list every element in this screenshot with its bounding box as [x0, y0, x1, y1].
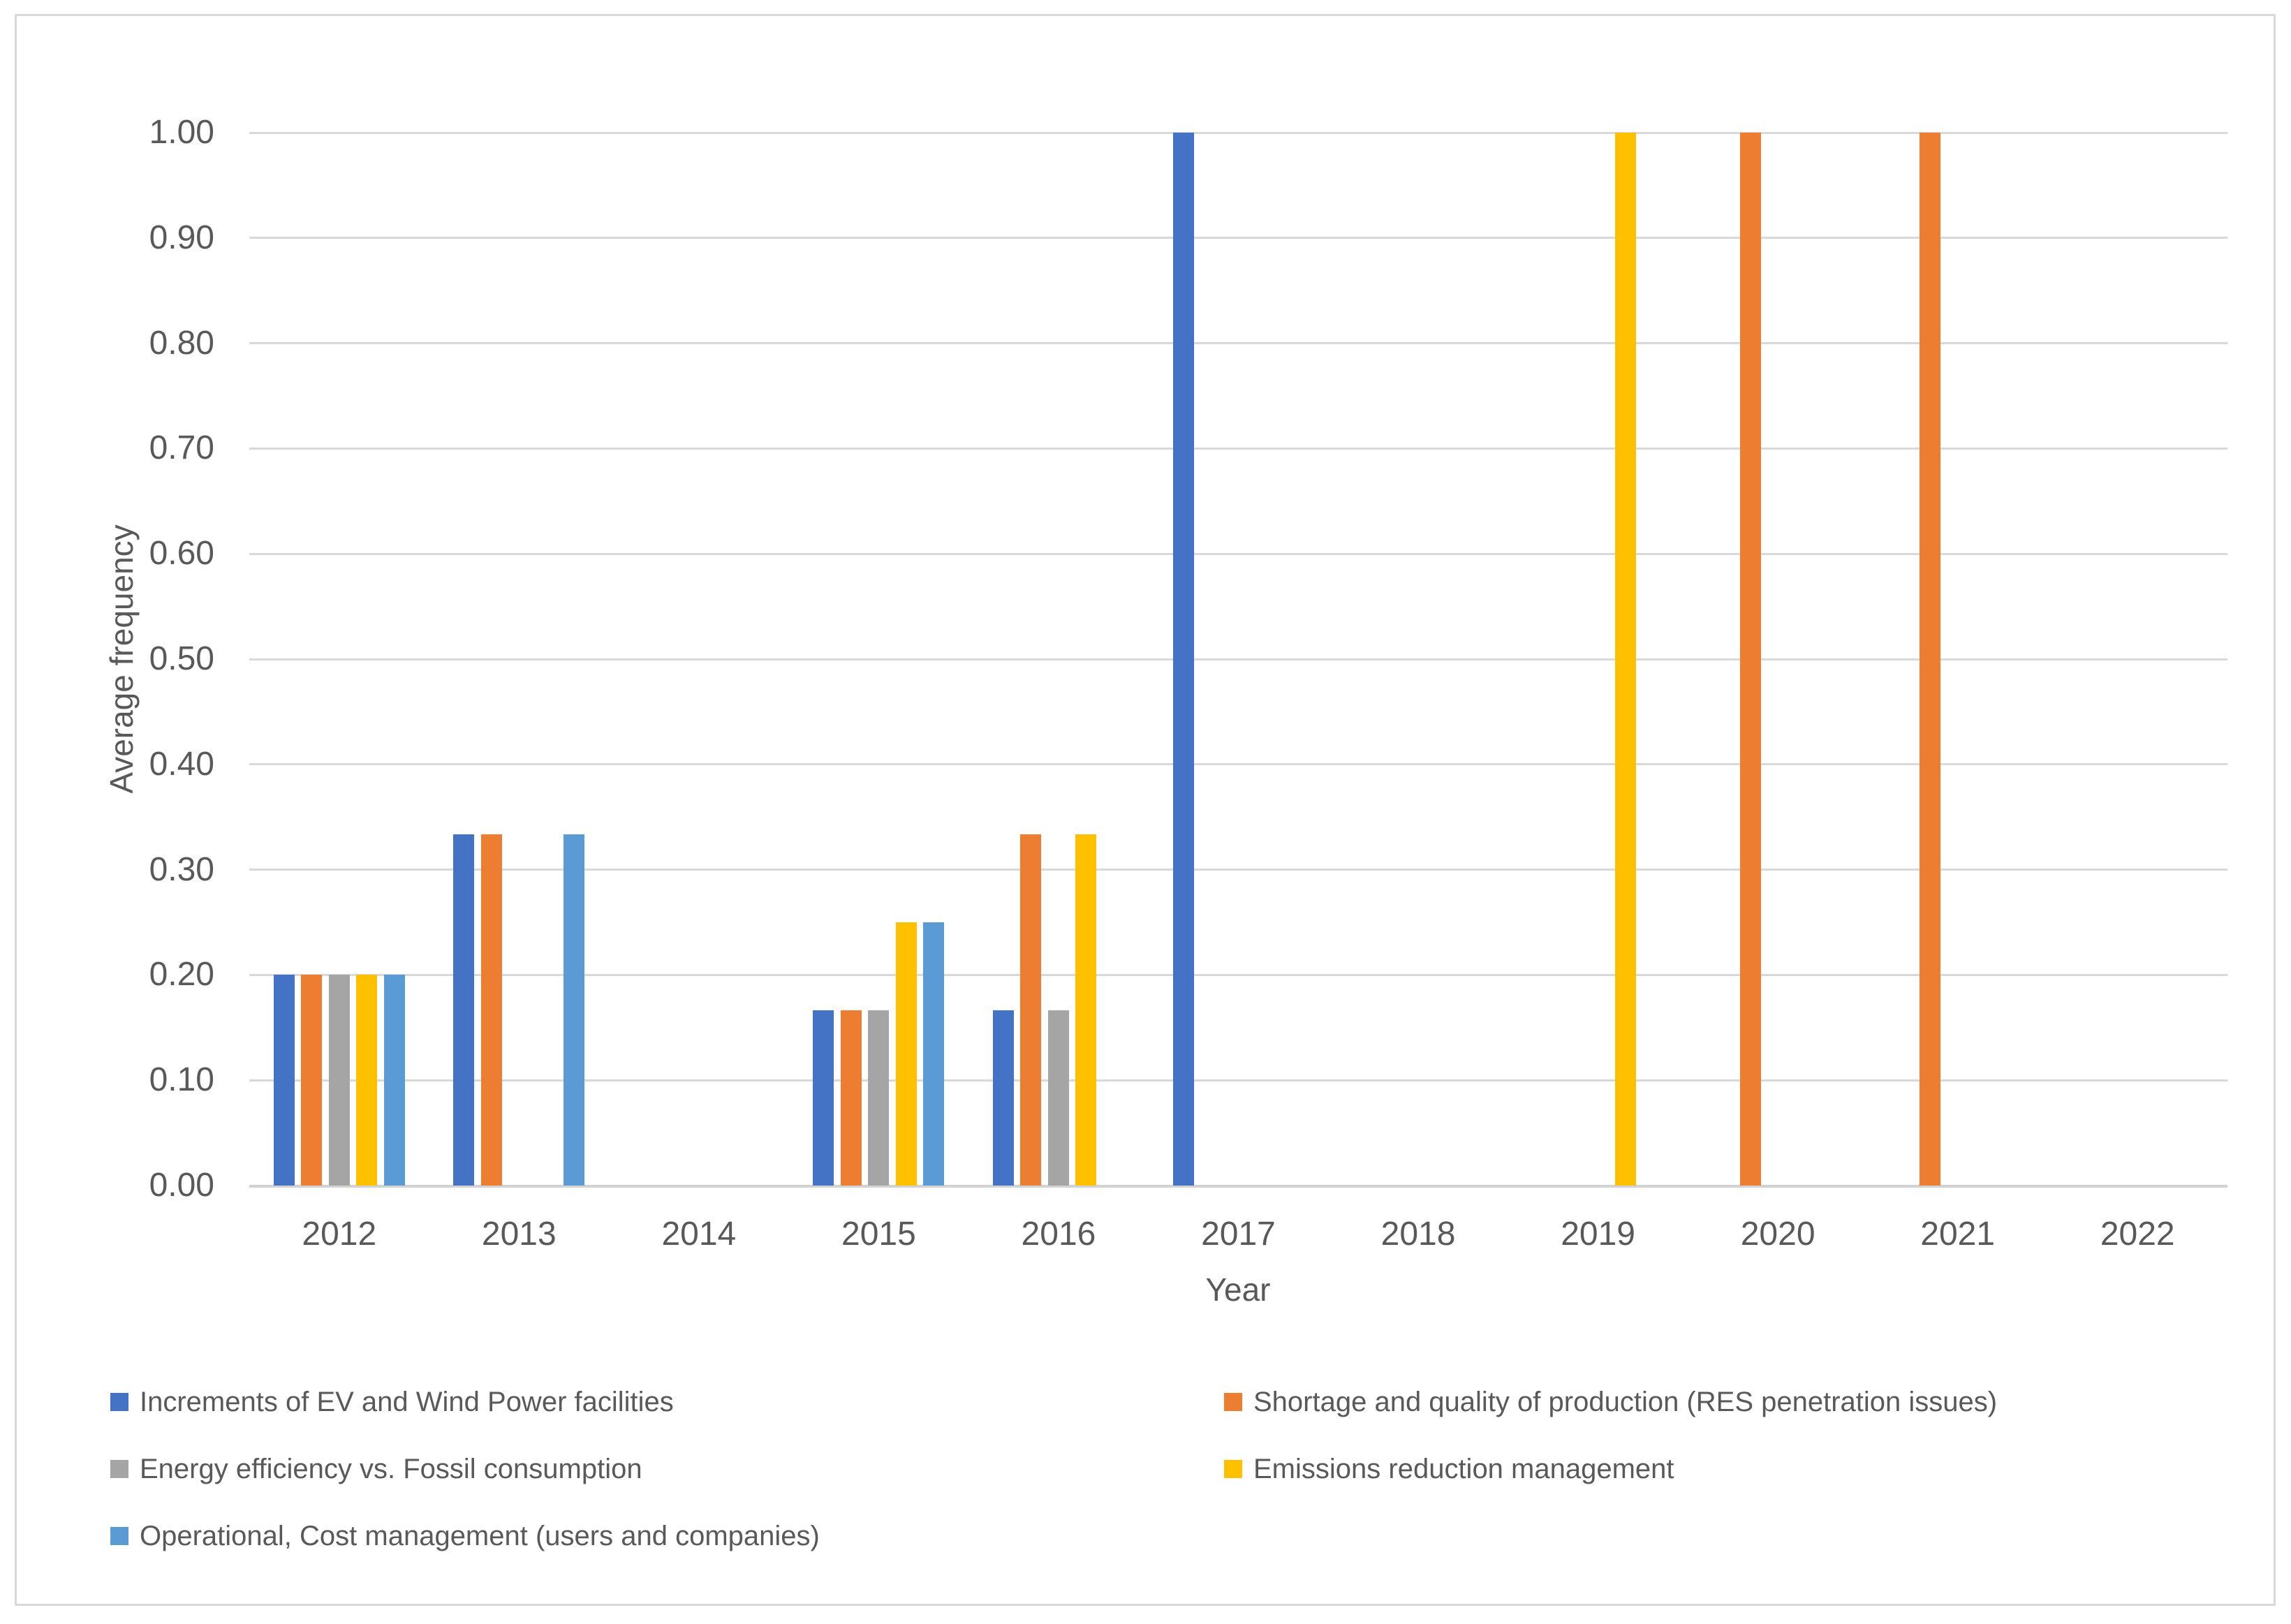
gridline-0.70 [249, 447, 2227, 450]
bar-2012-series5 [383, 975, 405, 1186]
gridline-0.40 [249, 763, 2227, 766]
legend-item-3: Energy efficiency vs. Fossil consumption [110, 1453, 642, 1485]
bar-2019-series4 [1615, 133, 1637, 1186]
x-tick-label-2013: 2013 [481, 1216, 557, 1253]
bar-2017-series1 [1172, 133, 1194, 1186]
x-tick-label-2021: 2021 [1920, 1216, 1996, 1253]
legend-swatch-icon [1224, 1460, 1242, 1478]
gridline-0.60 [249, 552, 2227, 555]
legend-item-4: Emissions reduction management [1224, 1453, 1674, 1485]
legend-label: Emissions reduction management [1253, 1454, 1674, 1484]
y-tick-label-0.80: 0.80 [149, 324, 214, 362]
x-tick-label-2020: 2020 [1740, 1216, 1815, 1253]
bar-2015-series2 [840, 1010, 862, 1186]
bar-2021-series2 [1920, 133, 1941, 1186]
x-tick-label-2017: 2017 [1201, 1216, 1276, 1253]
bar-2013-series1 [453, 834, 475, 1186]
legend-item-2: Shortage and quality of production (RES … [1224, 1386, 1997, 1418]
bar-2016-series1 [992, 1010, 1014, 1186]
legend-item-1: Increments of EV and Wind Power faciliti… [110, 1386, 674, 1418]
y-tick-label-0.60: 0.60 [149, 535, 214, 573]
bar-2016-series3 [1047, 1010, 1069, 1186]
legend-swatch-icon [110, 1393, 128, 1411]
gridline-0.20 [249, 973, 2227, 976]
legend-swatch-icon [1224, 1393, 1242, 1411]
y-tick-label-0.90: 0.90 [149, 219, 214, 256]
gridline-1.00 [249, 131, 2227, 134]
x-tick-label-2019: 2019 [1561, 1216, 1635, 1253]
x-tick-label-2016: 2016 [1021, 1216, 1096, 1253]
legend: Increments of EV and Wind Power faciliti… [110, 1386, 1997, 1552]
gridline-0.00 [249, 1184, 2227, 1188]
gridline-0.90 [249, 237, 2227, 239]
legend-label: Energy efficiency vs. Fossil consumption [140, 1454, 642, 1484]
legend-label: Operational, Cost management (users and … [140, 1521, 820, 1551]
gridline-0.50 [249, 658, 2227, 660]
gridline-0.30 [249, 869, 2227, 871]
x-tick-label-2018: 2018 [1380, 1216, 1456, 1253]
figure-border [15, 14, 2276, 1606]
y-tick-label-1.00: 1.00 [149, 114, 214, 151]
bar-2015-series1 [813, 1010, 834, 1186]
y-tick-label-0.70: 0.70 [149, 429, 214, 467]
bar-2015-series3 [868, 1010, 890, 1186]
y-tick-label-0.40: 0.40 [149, 745, 214, 783]
y-tick-label-0.00: 0.00 [149, 1167, 214, 1204]
legend-swatch-icon [110, 1460, 128, 1478]
y-tick-label-0.30: 0.30 [149, 850, 214, 888]
bar-2012-series3 [328, 975, 350, 1186]
y-tick-label-0.10: 0.10 [149, 1061, 214, 1099]
legend-label: Shortage and quality of production (RES … [1253, 1387, 1998, 1417]
bar-2012-series1 [273, 975, 295, 1186]
y-tick-label-0.20: 0.20 [149, 956, 214, 994]
x-tick-label-2022: 2022 [2100, 1216, 2175, 1253]
x-tick-label-2014: 2014 [661, 1216, 737, 1253]
bar-2012-series4 [356, 975, 378, 1186]
bar-2012-series2 [301, 975, 323, 1186]
bar-2016-series2 [1020, 834, 1042, 1186]
gridline-0.80 [249, 342, 2227, 345]
bar-2016-series4 [1075, 834, 1097, 1186]
bar-2015-series5 [923, 922, 945, 1186]
legend-label: Increments of EV and Wind Power faciliti… [140, 1387, 674, 1417]
gridline-0.10 [249, 1079, 2227, 1082]
bar-2015-series4 [895, 922, 917, 1186]
x-tick-label-2015: 2015 [841, 1216, 916, 1253]
y-tick-label-0.50: 0.50 [149, 640, 214, 677]
bar-2020-series2 [1739, 133, 1761, 1186]
legend-swatch-icon [110, 1527, 128, 1545]
legend-item-5: Operational, Cost management (users and … [110, 1520, 820, 1552]
x-tick-label-2012: 2012 [302, 1216, 377, 1253]
bar-2013-series2 [480, 834, 502, 1186]
bar-2013-series5 [563, 834, 585, 1186]
x-axis-title: Year [1205, 1271, 1271, 1308]
